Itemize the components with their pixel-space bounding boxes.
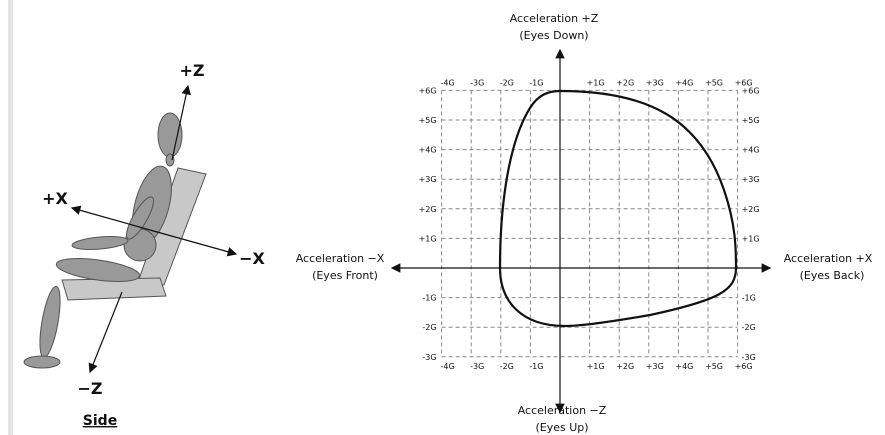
axis-label: −X [239, 249, 265, 268]
x-tick-label: +2G [616, 78, 634, 87]
y-tick-label: +2G [742, 205, 760, 214]
y-tick-label: -3G [742, 353, 756, 362]
y-tick-label: +3G [742, 175, 760, 184]
right-label: Acceleration +X [784, 252, 873, 265]
y-tick-label: -1G [422, 294, 436, 303]
y-tick-label: +4G [742, 146, 760, 155]
x-tick-label: +2G [616, 362, 634, 371]
y-tick-label: -2G [422, 323, 436, 332]
x-tick-label: -3G [470, 78, 484, 87]
y-tick-label: +5G [742, 116, 760, 125]
x-tick-label: -1G [529, 78, 543, 87]
x-tick-label: +6G [735, 362, 753, 371]
y-tick-label: +1G [419, 234, 437, 243]
x-tick-label: +1G [587, 78, 605, 87]
x-tick-label: +4G [675, 362, 693, 371]
top-label: Acceleration +Z [510, 12, 599, 25]
x-tick-label: +4G [675, 78, 693, 87]
x-tick-label: +3G [646, 78, 664, 87]
x-tick-label: -3G [470, 362, 484, 371]
caption: Side [83, 413, 117, 429]
axis-label: −Z [77, 379, 102, 398]
y-tick-label: -3G [422, 353, 436, 362]
x-tick-label: +5G [705, 362, 723, 371]
x-tick-label: -4G [441, 362, 455, 371]
x-tick-label: +3G [646, 362, 664, 371]
bottom-label: Acceleration −Z [518, 404, 607, 417]
bottom-label: (Eyes Up) [535, 421, 588, 434]
side-bar [8, 0, 13, 435]
left-label: (Eyes Front) [312, 269, 378, 282]
x-tick-label: +1G [587, 362, 605, 371]
y-tick-label: -1G [742, 294, 756, 303]
y-tick-label: +5G [419, 116, 437, 125]
y-tick-label: -2G [742, 323, 756, 332]
y-tick-label: +3G [419, 175, 437, 184]
axis-label: +X [42, 189, 68, 208]
left-label: Acceleration −X [296, 252, 385, 265]
top-label: (Eyes Down) [519, 29, 588, 42]
y-tick-label: +6G [419, 86, 437, 95]
y-tick-label: +6G [742, 86, 760, 95]
grid [442, 90, 738, 356]
x-tick-label: -2G [500, 78, 514, 87]
axis-label: +Z [179, 61, 204, 80]
page: +Z +X −X −Z Side Acceleration +Z (Eyes D… [0, 0, 885, 435]
x-tick-label: -4G [441, 78, 455, 87]
right-label: (Eyes Back) [800, 269, 865, 282]
x-tick-label: -2G [500, 362, 514, 371]
manikin [24, 113, 206, 368]
diagram: +Z +X −X −Z Side Acceleration +Z (Eyes D… [0, 0, 885, 435]
y-tick-label: +1G [742, 234, 760, 243]
x-tick-label: -1G [529, 362, 543, 371]
y-tick-label: +2G [419, 205, 437, 214]
x-tick-label: +5G [705, 78, 723, 87]
y-tick-label: +4G [419, 146, 437, 155]
